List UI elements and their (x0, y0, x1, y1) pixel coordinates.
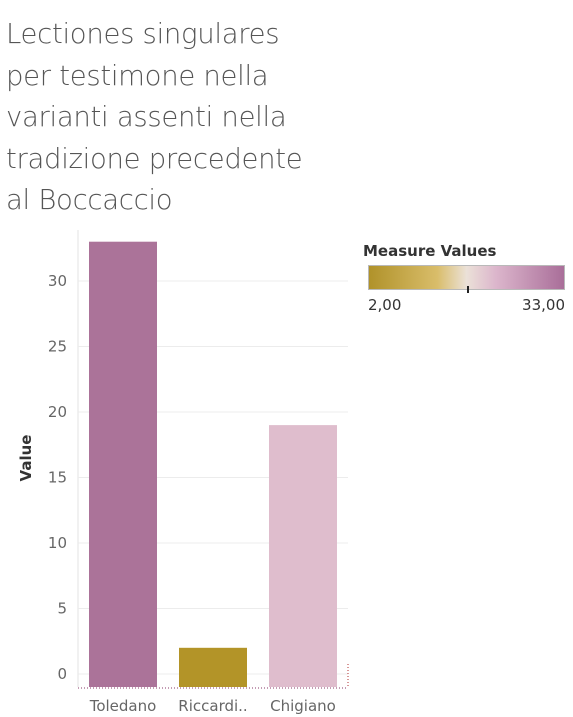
y-tick-label: 30 (48, 272, 67, 290)
y-tick-label: 0 (57, 665, 67, 683)
y-tick-label: 10 (48, 534, 67, 552)
legend-center-marker (467, 286, 469, 293)
legend-min-label: 2,00 (368, 296, 402, 314)
y-tick-label: 15 (48, 469, 67, 487)
x-tick-label: Riccardi.. (178, 697, 247, 715)
chart-title: Lectiones singulares per testimone nella… (6, 14, 426, 222)
title-line-3: varianti assenti nella (6, 101, 287, 134)
title-line-1: Lectiones singulares (6, 18, 280, 50)
bar-toledano (89, 241, 157, 687)
x-tick-label: Chigiano (270, 697, 336, 715)
y-axis-label: Value (17, 434, 35, 482)
y-tick-label: 25 (48, 338, 67, 356)
x-tick-label: Toledano (89, 697, 157, 715)
legend-max-label: 33,00 (522, 296, 565, 314)
legend-title: Measure Values (363, 242, 497, 260)
title-line-2: per testimone nella (6, 59, 269, 92)
bar-chigiano (269, 425, 337, 687)
legend-color-ramp[interactable] (368, 265, 565, 290)
title-line-4: tradizione precedente (6, 142, 303, 175)
title-line-5: al Boccaccio (6, 184, 173, 217)
bar-riccardi (179, 647, 247, 687)
y-tick-label: 20 (48, 403, 67, 421)
y-tick-label: 5 (57, 600, 67, 618)
